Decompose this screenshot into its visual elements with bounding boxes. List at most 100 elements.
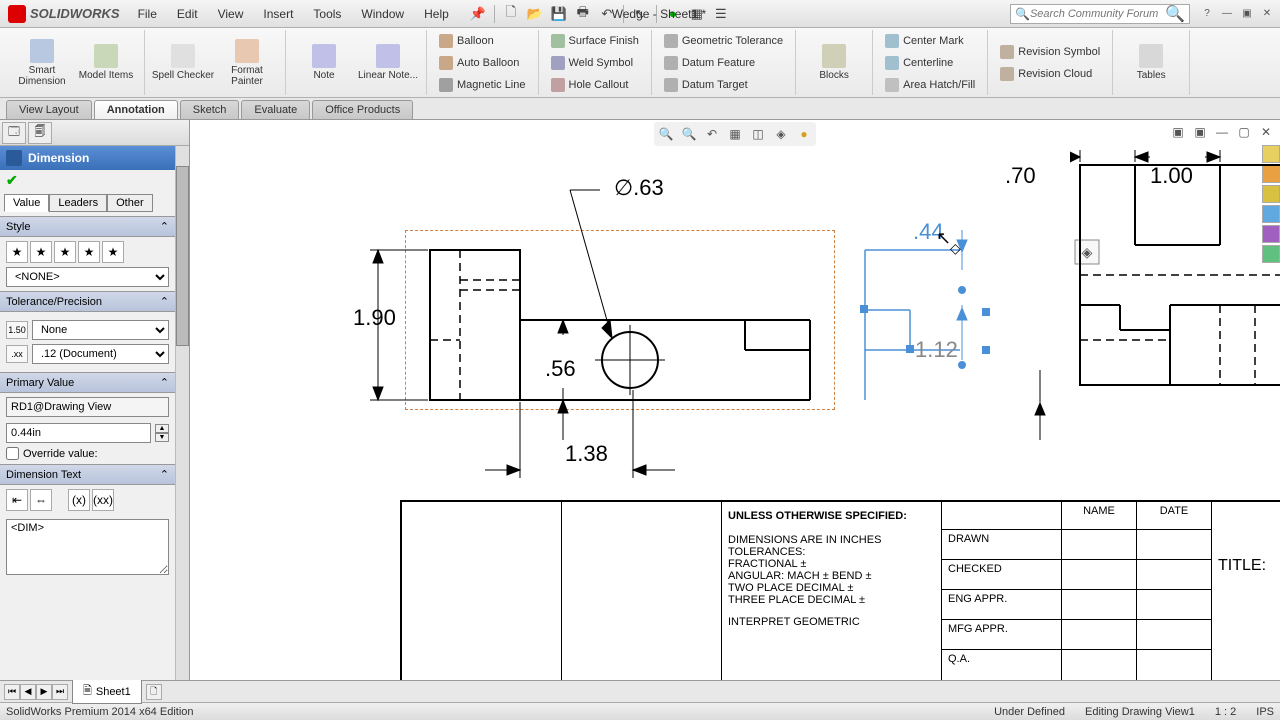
sheet-add-icon[interactable]: 🗋	[146, 684, 162, 700]
dim-dia[interactable]: ∅.63	[614, 175, 664, 201]
canvas-min-icon[interactable]: —	[1212, 122, 1232, 142]
magnetic-line-button[interactable]: Magnetic Line	[433, 74, 532, 95]
drawing-canvas[interactable]: 🔍 🔍 ↶ ▦ ◫ ◈ ● ▣ ▣ — ▢ ✕	[190, 120, 1280, 680]
subtab-other[interactable]: Other	[107, 194, 153, 212]
style-load-icon[interactable]: ★	[102, 241, 124, 263]
search-go-icon[interactable]: 🔍	[1165, 4, 1185, 24]
area-hatch-button[interactable]: Area Hatch/Fill	[879, 74, 981, 95]
dim-d3[interactable]: .70	[1005, 163, 1036, 189]
style-header[interactable]: Style⌃	[0, 216, 175, 237]
subtab-value[interactable]: Value	[4, 194, 49, 212]
search-input[interactable]	[1030, 8, 1165, 20]
primary-name-field[interactable]	[6, 397, 169, 417]
feature-tree-tab[interactable]: 🗔	[2, 122, 26, 144]
menu-help[interactable]: Help	[414, 3, 459, 25]
tab-view-layout[interactable]: View Layout	[6, 100, 92, 119]
menu-tools[interactable]: Tools	[303, 3, 351, 25]
dim-selected[interactable]: .44	[913, 219, 944, 245]
weld-symbol-button[interactable]: Weld Symbol	[545, 52, 645, 73]
sheet-first-icon[interactable]: ⏮	[4, 684, 20, 700]
menu-window[interactable]: Window	[351, 3, 414, 25]
tol-prec-combo[interactable]: .12 (Document)	[32, 344, 169, 364]
pin-icon[interactable]: 📌	[467, 3, 489, 25]
tolerance-header[interactable]: Tolerance/Precision⌃	[0, 291, 175, 312]
sheet-prev-icon[interactable]: ◀	[20, 684, 36, 700]
format-1-icon[interactable]: (x)	[68, 489, 90, 511]
blocks-button[interactable]: Blocks	[802, 31, 866, 95]
spin-down[interactable]: ▼	[155, 433, 169, 442]
appearance-icon[interactable]: ●	[794, 124, 814, 144]
spell-checker-button[interactable]: Spell Checker	[151, 31, 215, 95]
hide-show-icon[interactable]: ◈	[771, 124, 791, 144]
tab-evaluate[interactable]: Evaluate	[241, 100, 310, 119]
linear-note-button[interactable]: Linear Note...	[356, 31, 420, 95]
tables-button[interactable]: Tables	[1119, 31, 1183, 95]
primary-value-field[interactable]	[6, 423, 151, 443]
prev-view-icon[interactable]: ↶	[702, 124, 722, 144]
surface-finish-button[interactable]: Surface Finish	[545, 30, 645, 51]
canvas-view2-icon[interactable]: ▣	[1190, 122, 1210, 142]
search-box[interactable]: 🔍 🔍	[1010, 4, 1190, 24]
help-icon[interactable]: ?	[1198, 6, 1216, 22]
subtab-leaders[interactable]: Leaders	[49, 194, 107, 212]
open-icon[interactable]: 📂	[524, 3, 546, 25]
menu-insert[interactable]: Insert	[253, 3, 303, 25]
minimize-icon[interactable]: —	[1218, 6, 1236, 22]
hole-callout-button[interactable]: Hole Callout	[545, 74, 645, 95]
tab-annotation[interactable]: Annotation	[94, 100, 178, 119]
revision-cloud-button[interactable]: Revision Cloud	[994, 63, 1106, 84]
note-button[interactable]: Note	[292, 31, 356, 95]
center-mark-button[interactable]: Center Mark	[879, 30, 981, 51]
list-icon[interactable]: ☰	[710, 3, 732, 25]
dim-w1[interactable]: 1.38	[565, 441, 608, 467]
centerline-button[interactable]: Centerline	[879, 52, 981, 73]
restore-icon[interactable]: ▣	[1238, 6, 1256, 22]
new-icon[interactable]: 🗋	[500, 3, 522, 25]
zoom-area-icon[interactable]: 🔍	[679, 124, 699, 144]
tol-type-combo[interactable]: None	[32, 320, 169, 340]
align-left-icon[interactable]: ⇤	[6, 489, 28, 511]
canvas-view1-icon[interactable]: ▣	[1168, 122, 1188, 142]
config-tab[interactable]: 🗐	[28, 122, 52, 144]
close-icon[interactable]: ✕	[1258, 6, 1276, 22]
dim-h1[interactable]: 1.90	[353, 305, 396, 331]
save-icon[interactable]: 💾	[548, 3, 570, 25]
model-items-button[interactable]: Model Items	[74, 31, 138, 95]
datum-target-button[interactable]: Datum Target	[658, 74, 789, 95]
panel-scrollbar[interactable]	[175, 146, 189, 680]
ok-icon[interactable]: ✔	[6, 172, 18, 189]
print-icon[interactable]: 🖶	[572, 3, 594, 25]
section-icon[interactable]: ▦	[725, 124, 745, 144]
dim-d4[interactable]: 1.00	[1150, 163, 1193, 189]
display-icon[interactable]: ◫	[748, 124, 768, 144]
dim-d2[interactable]: 1.12	[915, 337, 958, 363]
smart-dimension-button[interactable]: Smart Dimension	[10, 31, 74, 95]
format-painter-button[interactable]: Format Painter	[215, 31, 279, 95]
sheet-tab-1[interactable]: 🗎 Sheet1	[72, 679, 142, 704]
geo-tolerance-button[interactable]: Geometric Tolerance	[658, 30, 789, 51]
tab-sketch[interactable]: Sketch	[180, 100, 240, 119]
revision-symbol-button[interactable]: Revision Symbol	[994, 41, 1106, 62]
style-save-icon[interactable]: ★	[78, 241, 100, 263]
style-update-icon[interactable]: ★	[30, 241, 52, 263]
balloon-button[interactable]: Balloon	[433, 30, 532, 51]
canvas-max-icon[interactable]: ▢	[1234, 122, 1254, 142]
dimtext-area[interactable]	[6, 519, 169, 575]
override-checkbox[interactable]	[6, 447, 19, 460]
menu-view[interactable]: View	[208, 3, 254, 25]
align-center-icon[interactable]: ⇔	[30, 489, 52, 511]
datum-feature-button[interactable]: Datum Feature	[658, 52, 789, 73]
format-2-icon[interactable]: (xx)	[92, 489, 114, 511]
sheet-last-icon[interactable]: ⏭	[52, 684, 68, 700]
tab-office-products[interactable]: Office Products	[312, 100, 413, 119]
primary-header[interactable]: Primary Value⌃	[0, 372, 175, 393]
dim-h2[interactable]: .56	[545, 356, 576, 382]
style-delete-icon[interactable]: ★	[54, 241, 76, 263]
sheet-next-icon[interactable]: ▶	[36, 684, 52, 700]
spin-up[interactable]: ▲	[155, 424, 169, 433]
menu-edit[interactable]: Edit	[167, 3, 208, 25]
menu-file[interactable]: File	[128, 3, 167, 25]
style-add-icon[interactable]: ★	[6, 241, 28, 263]
canvas-close-icon[interactable]: ✕	[1256, 122, 1276, 142]
auto-balloon-button[interactable]: Auto Balloon	[433, 52, 532, 73]
